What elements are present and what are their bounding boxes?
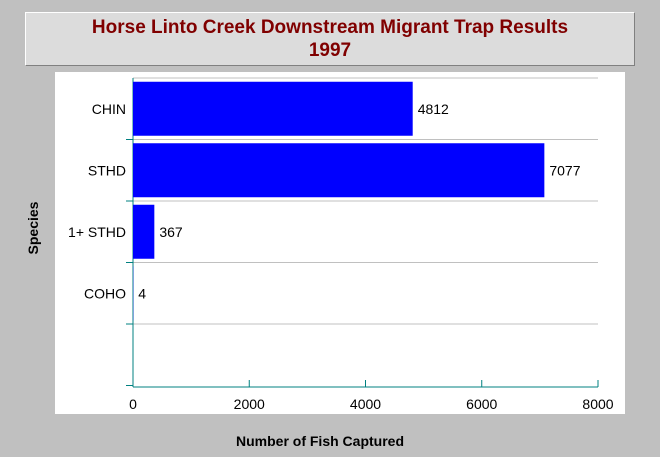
bar: [133, 204, 155, 259]
chart-title-box: Horse Linto Creek Downstream Migrant Tra…: [25, 12, 635, 66]
category-label: 1+ STHD: [68, 224, 126, 240]
category-label: CHIN: [92, 101, 126, 117]
chart-title: Horse Linto Creek Downstream Migrant Tra…: [91, 17, 569, 38]
bar: [133, 81, 413, 136]
x-tick-label: 2000: [234, 396, 265, 412]
x-tick-label: 6000: [466, 396, 497, 412]
category-label: COHO: [84, 285, 126, 301]
x-tick-label: 8000: [582, 396, 613, 412]
x-tick-label: 0: [129, 396, 137, 412]
y-axis-label: Species: [25, 201, 41, 255]
chart-subtitle: 1997: [308, 40, 352, 61]
x-axis-label: Number of Fish Captured: [235, 433, 405, 449]
bar-value-label: 367: [159, 224, 183, 240]
bar: [133, 143, 545, 198]
category-label: STHD: [88, 162, 126, 178]
bar-value-label: 7077: [549, 162, 580, 178]
x-tick-label: 4000: [350, 396, 381, 412]
bar-value-label: 4: [138, 285, 146, 301]
bar-value-label: 4812: [418, 101, 449, 117]
